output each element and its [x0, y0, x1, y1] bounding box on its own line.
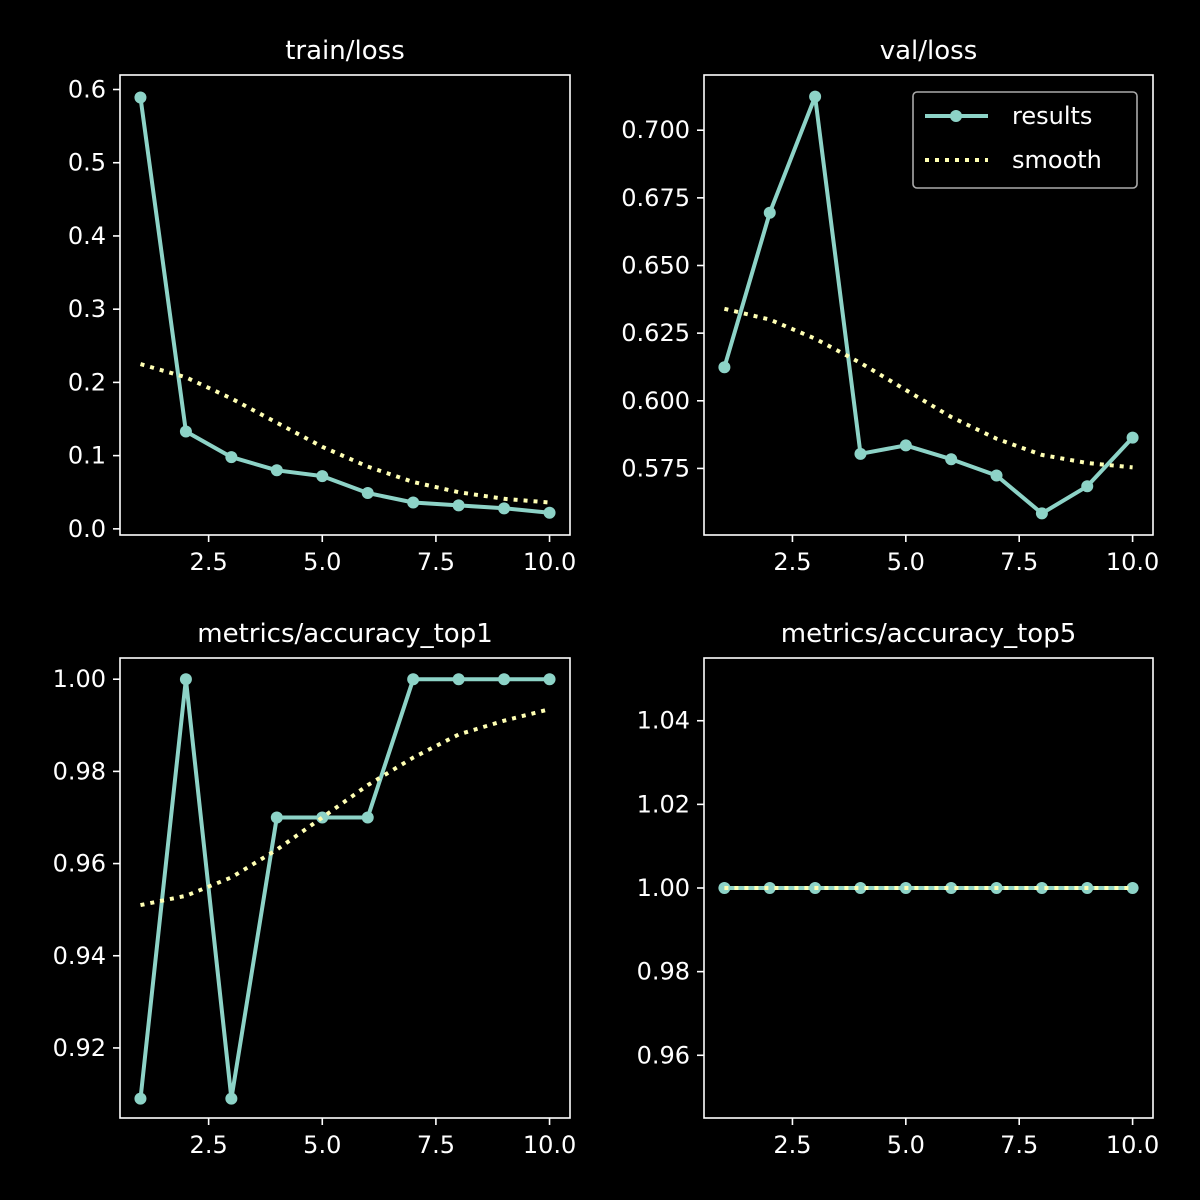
- results-data-point: [1035, 882, 1048, 894]
- results-series-line: [722, 94, 1135, 516]
- y-tick-label: 0.4: [68, 222, 106, 250]
- results-data-point: [316, 470, 329, 483]
- results-data-point: [452, 673, 465, 686]
- y-tick-label: 0.575: [621, 454, 690, 482]
- subplot-grid: train/loss 2.5 5.0 7.5 10.0 0.0 0.1 0.2 0.3 0.4 0.…: [53, 36, 1160, 1159]
- y-tick-label: 0.600: [621, 387, 690, 415]
- results-data-point: [225, 1092, 238, 1105]
- results-data-point: [718, 361, 731, 374]
- y-tick-label: 0.96: [53, 850, 106, 878]
- subplot-title: val/loss: [880, 36, 978, 66]
- y-tick-label: 0.92: [53, 1034, 106, 1062]
- y-tick-label: 0.1: [68, 442, 106, 470]
- x-tick-label: 2.5: [773, 1131, 811, 1159]
- results-data-point: [945, 453, 958, 466]
- results-data-point: [179, 673, 192, 686]
- subplot-1: train/loss 2.5 5.0 7.5 10.0 0.0 0.1 0.2 0.3 0.4 0.…: [68, 36, 576, 576]
- subplot-4: metrics/accuracy_top5 2.5 5.0 7.5 10.0 0.96 0.…: [637, 619, 1160, 1159]
- legend-results-marker: [950, 110, 962, 122]
- results-data-point: [1126, 431, 1139, 444]
- smooth-series-line: [140, 707, 550, 908]
- results-series-line: [138, 97, 550, 515]
- y-tick-label: 0.94: [53, 942, 106, 970]
- x-tick-label: 7.5: [1000, 548, 1038, 576]
- x-tick-label: 2.5: [190, 548, 228, 576]
- y-tick-label: 0.3: [68, 295, 106, 323]
- x-tick-label: 5.0: [887, 548, 925, 576]
- subplot-title: train/loss: [285, 36, 405, 66]
- y-tick-label: 0.650: [621, 251, 690, 279]
- x-tick-label: 2.5: [773, 548, 811, 576]
- axes-frame: [119, 74, 571, 536]
- results-data-point: [270, 811, 283, 824]
- x-tick-label: 10.0: [1106, 1131, 1159, 1159]
- axes-frame: [703, 74, 1154, 536]
- results-data-point: [945, 882, 958, 894]
- smooth-series-line: [723, 306, 1133, 470]
- subplot-2: val/loss 2.5 5.0 7.5 10.0 0.575 0.600 0.625 0.65…: [621, 36, 1159, 576]
- x-tick-label: 5.0: [303, 1131, 341, 1159]
- y-tick-label: 0.6: [68, 75, 106, 103]
- y-tick-label: 0.96: [637, 1041, 690, 1069]
- results-data-point: [179, 425, 192, 438]
- legend-label-results: results: [1012, 102, 1092, 130]
- y-tick-label: 1.00: [53, 665, 106, 693]
- x-tick-label: 10.0: [523, 548, 576, 576]
- y-tick-label: 0.98: [53, 757, 106, 785]
- results-data-point: [763, 206, 776, 219]
- results-data-point: [225, 451, 238, 464]
- x-tick-label: 10.0: [1106, 548, 1159, 576]
- results-data-point: [1081, 480, 1094, 493]
- results-data-point: [899, 439, 912, 452]
- results-data-point: [1035, 507, 1048, 520]
- x-tick-label: 5.0: [303, 548, 341, 576]
- results-data-point: [809, 90, 822, 103]
- x-tick-label: 7.5: [417, 548, 455, 576]
- results-data-point: [361, 811, 374, 824]
- results-data-point: [407, 673, 420, 686]
- legend: results smooth: [912, 91, 1138, 189]
- results-data-point: [270, 464, 283, 477]
- subplot-title: metrics/accuracy_top5: [781, 619, 1076, 649]
- results-data-point: [134, 1092, 147, 1105]
- y-tick-label: 1.04: [637, 707, 690, 735]
- results-data-point: [134, 91, 147, 104]
- results-data-point: [543, 673, 556, 686]
- axes-frame: [119, 657, 571, 1119]
- axes-frame: [703, 657, 1154, 1119]
- y-tick-label: 0.675: [621, 184, 690, 212]
- results-data-point: [990, 469, 1003, 482]
- results-data-point: [452, 499, 465, 512]
- y-tick-label: 1.00: [637, 874, 690, 902]
- y-tick-label: 1.02: [637, 790, 690, 818]
- results-data-point: [498, 502, 511, 515]
- x-tick-label: 5.0: [887, 1131, 925, 1159]
- results-data-point: [543, 506, 556, 519]
- results-data-point: [498, 673, 511, 686]
- y-tick-label: 0.2: [68, 368, 106, 396]
- y-tick-label: 0.625: [621, 319, 690, 347]
- x-tick-label: 7.5: [417, 1131, 455, 1159]
- smooth-series-line: [139, 362, 550, 505]
- results-data-point: [1126, 882, 1139, 894]
- y-tick-label: 0.5: [68, 149, 106, 177]
- subplot-title: metrics/accuracy_top1: [197, 619, 492, 649]
- results-data-point: [763, 882, 776, 894]
- x-tick-label: 7.5: [1000, 1131, 1038, 1159]
- results-data-point: [854, 447, 867, 460]
- results-data-point: [407, 496, 420, 509]
- x-tick-label: 10.0: [523, 1131, 576, 1159]
- results-data-point: [361, 486, 374, 499]
- results-series-line: [138, 677, 550, 1101]
- y-tick-label: 0.0: [68, 515, 106, 543]
- y-tick-label: 0.98: [637, 958, 690, 986]
- y-tick-label: 0.700: [621, 116, 690, 144]
- legend-label-smooth: smooth: [1012, 146, 1102, 174]
- x-tick-label: 2.5: [190, 1131, 228, 1159]
- subplot-3: metrics/accuracy_top1 2.5 5.0 7.5 10.0 0.92 0.…: [53, 619, 577, 1159]
- results-data-point: [854, 882, 867, 894]
